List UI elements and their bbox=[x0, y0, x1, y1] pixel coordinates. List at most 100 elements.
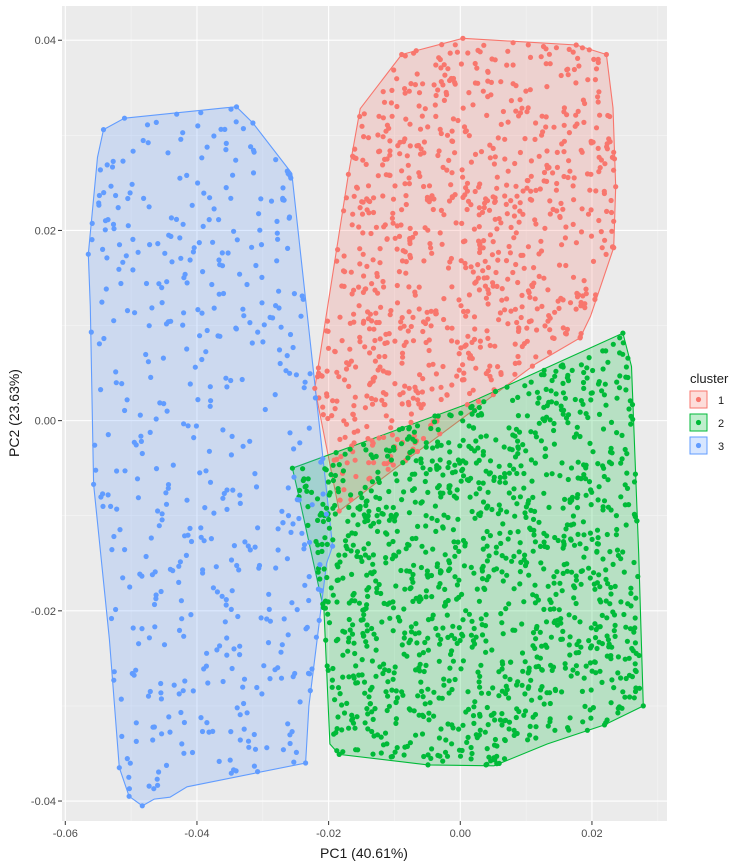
cluster-2-point bbox=[383, 555, 389, 561]
cluster-2-point bbox=[594, 548, 600, 555]
x-tick-label: 0.00 bbox=[450, 828, 471, 840]
cluster-2-point bbox=[366, 694, 372, 700]
cluster-1-point bbox=[604, 141, 610, 147]
cluster-2-point bbox=[382, 730, 389, 736]
cluster-3-point bbox=[241, 726, 247, 732]
cluster-1-point bbox=[481, 42, 487, 48]
cluster-2-point bbox=[370, 751, 376, 757]
cluster-2-point bbox=[399, 642, 405, 648]
cluster-3-point bbox=[98, 387, 104, 393]
cluster-1-point bbox=[462, 238, 468, 244]
cluster-1-point bbox=[394, 282, 400, 289]
cluster-2-point bbox=[547, 690, 553, 696]
cluster-1-point bbox=[463, 313, 469, 319]
cluster-2-point bbox=[560, 505, 566, 511]
cluster-1-point bbox=[561, 122, 567, 128]
cluster-3-point bbox=[105, 492, 111, 498]
cluster-2-point bbox=[485, 489, 491, 495]
cluster-2-point bbox=[440, 625, 446, 631]
cluster-2-point bbox=[623, 675, 629, 682]
cluster-2-point bbox=[353, 747, 359, 753]
cluster-1-point bbox=[519, 304, 525, 310]
cluster-3-point bbox=[224, 506, 230, 512]
cluster-2-point bbox=[522, 659, 528, 665]
cluster-3-point bbox=[122, 407, 128, 414]
cluster-2-point bbox=[604, 717, 610, 723]
cluster-2-point bbox=[468, 564, 474, 571]
cluster-3-point bbox=[183, 552, 189, 559]
cluster-1-point bbox=[476, 224, 482, 230]
cluster-2-point bbox=[504, 572, 510, 578]
cluster-2-point bbox=[399, 689, 405, 695]
cluster-3-point bbox=[181, 310, 187, 316]
cluster-2-point bbox=[493, 437, 499, 443]
cluster-3-point bbox=[118, 696, 124, 702]
cluster-3-point bbox=[163, 490, 169, 496]
cluster-1-point bbox=[341, 487, 347, 493]
cluster-2-point bbox=[418, 460, 424, 466]
cluster-2-point bbox=[440, 472, 446, 478]
cluster-2-point bbox=[501, 718, 507, 724]
cluster-1-point bbox=[364, 207, 370, 213]
cluster-1-point bbox=[394, 300, 401, 306]
cluster-1-point bbox=[390, 210, 396, 216]
cluster-2-point bbox=[368, 570, 374, 576]
cluster-1-point bbox=[449, 128, 455, 134]
cluster-3-point bbox=[137, 412, 143, 418]
cluster-2-point bbox=[522, 552, 528, 558]
cluster-2-point bbox=[402, 630, 408, 636]
cluster-2-point bbox=[480, 480, 486, 486]
cluster-2-point bbox=[476, 679, 482, 685]
cluster-2-point bbox=[394, 745, 400, 751]
cluster-2-point bbox=[452, 636, 458, 642]
cluster-1-point bbox=[468, 159, 474, 165]
cluster-2-point bbox=[359, 495, 365, 501]
cluster-2-point bbox=[419, 712, 425, 718]
cluster-3-point bbox=[170, 462, 176, 468]
cluster-3-point bbox=[120, 259, 126, 265]
cluster-2-point bbox=[424, 568, 430, 574]
cluster-2-point bbox=[514, 682, 520, 688]
cluster-1-point bbox=[395, 143, 401, 149]
cluster-3-point bbox=[296, 515, 302, 522]
cluster-2-point bbox=[464, 477, 470, 483]
cluster-2-point bbox=[566, 642, 572, 648]
cluster-2-point bbox=[457, 443, 463, 449]
cluster-1-point bbox=[399, 360, 405, 366]
cluster-2-point bbox=[571, 583, 577, 589]
cluster-1-point bbox=[406, 284, 412, 290]
cluster-2-point bbox=[539, 667, 545, 673]
cluster-3-point bbox=[285, 513, 292, 519]
cluster-1-point bbox=[532, 217, 538, 223]
cluster-1-point bbox=[396, 233, 403, 239]
cluster-1-point bbox=[439, 241, 445, 247]
cluster-1-point bbox=[567, 300, 574, 306]
cluster-1-point bbox=[381, 401, 387, 408]
cluster-1-point bbox=[402, 53, 408, 59]
cluster-2-point bbox=[503, 691, 509, 697]
cluster-3-point bbox=[181, 750, 187, 756]
cluster-3-point bbox=[207, 479, 214, 485]
cluster-2-point bbox=[373, 494, 379, 500]
cluster-3-point bbox=[265, 640, 272, 646]
cluster-2-point bbox=[336, 552, 342, 558]
cluster-1-point bbox=[410, 338, 417, 344]
cluster-1-point bbox=[432, 102, 438, 108]
cluster-2-point bbox=[433, 528, 439, 535]
cluster-2-point bbox=[625, 374, 631, 381]
cluster-2-point bbox=[492, 736, 498, 743]
cluster-2-point bbox=[369, 625, 375, 632]
cluster-1-point bbox=[565, 72, 571, 78]
cluster-1-point bbox=[510, 269, 516, 276]
cluster-3-point bbox=[236, 567, 242, 573]
cluster-2-point bbox=[449, 686, 455, 693]
cluster-2-point bbox=[423, 662, 429, 669]
cluster-2-point bbox=[455, 516, 461, 522]
cluster-3-point bbox=[145, 140, 151, 146]
cluster-2-point bbox=[529, 697, 535, 703]
cluster-2-point bbox=[493, 544, 499, 550]
cluster-2-point bbox=[423, 588, 429, 594]
cluster-2-point bbox=[520, 442, 526, 448]
cluster-2-point bbox=[534, 623, 540, 630]
